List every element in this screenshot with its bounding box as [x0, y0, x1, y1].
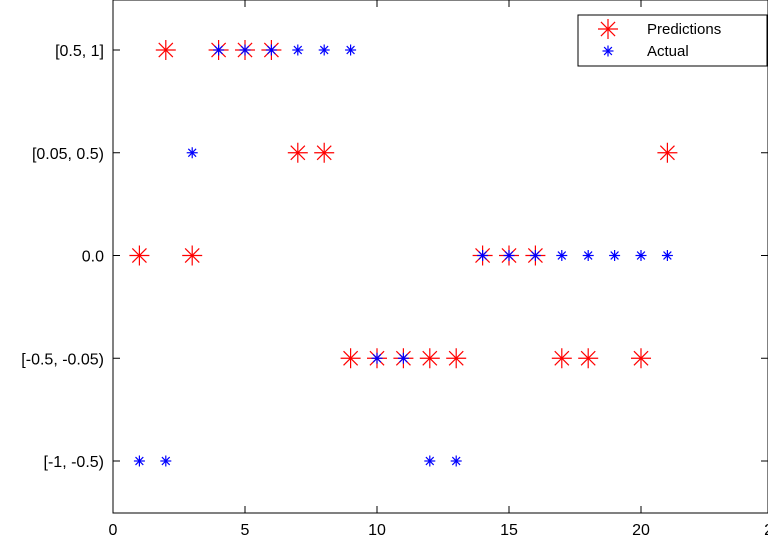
x-tick-label: 10	[368, 522, 386, 539]
data-point	[186, 147, 198, 159]
data-point	[340, 348, 361, 369]
x-tick-label: 0	[109, 522, 118, 539]
legend-item: Actual	[602, 43, 689, 60]
plot-area	[112, 0, 768, 514]
y-axis-ticks: [-1, -0.5) [-0.5, -0.05) 0.0 [0.05, 0.5) [0.…	[21, 43, 768, 471]
legend-marker	[598, 19, 618, 39]
data-point	[345, 44, 357, 56]
legend: Predictions Actual	[577, 14, 768, 67]
data-point	[609, 250, 621, 261]
data-point	[477, 250, 489, 261]
y-tick-label: [0.5, 1]	[55, 43, 104, 60]
data-point	[635, 250, 647, 261]
data-marks	[129, 40, 678, 467]
x-axis-ticks: 0 5 10 15 20 25	[109, 0, 768, 539]
legend-label: Predictions	[647, 21, 721, 38]
data-point	[160, 455, 172, 467]
data-point	[503, 250, 515, 261]
data-point	[446, 348, 467, 369]
data-point	[582, 250, 594, 261]
data-point	[371, 352, 383, 364]
y-tick-label: [-1, -0.5)	[44, 454, 104, 471]
x-tick-label: 25	[764, 522, 768, 539]
data-point	[397, 352, 409, 364]
data-point	[419, 348, 440, 369]
data-point	[239, 44, 251, 56]
data-point	[265, 44, 277, 56]
data-point	[318, 44, 330, 56]
data-point	[529, 250, 541, 261]
data-point	[292, 44, 304, 56]
data-point	[133, 455, 145, 467]
data-point	[631, 348, 651, 369]
x-tick-label: 20	[632, 522, 650, 539]
data-point	[661, 250, 673, 261]
legend-box	[577, 14, 768, 67]
data-point	[578, 348, 599, 369]
data-point	[182, 245, 203, 266]
legend-label: Actual	[647, 43, 689, 60]
data-point	[551, 348, 572, 369]
legend-marker	[602, 45, 614, 57]
data-point	[657, 142, 678, 163]
data-point	[556, 250, 568, 261]
x-tick-label: 15	[500, 522, 518, 539]
data-point	[213, 44, 225, 56]
y-tick-label: 0.0	[82, 249, 104, 266]
data-point	[287, 142, 308, 163]
data-point	[155, 40, 176, 60]
series-actual	[133, 44, 673, 467]
y-tick-label: [-0.5, -0.05)	[21, 351, 104, 368]
data-point	[314, 142, 335, 163]
data-point	[129, 245, 150, 266]
legend-item: Predictions	[598, 19, 721, 39]
y-tick-label: [0.05, 0.5)	[32, 146, 104, 163]
x-tick-label: 5	[241, 522, 250, 539]
data-point	[424, 455, 436, 467]
data-point	[450, 455, 462, 467]
